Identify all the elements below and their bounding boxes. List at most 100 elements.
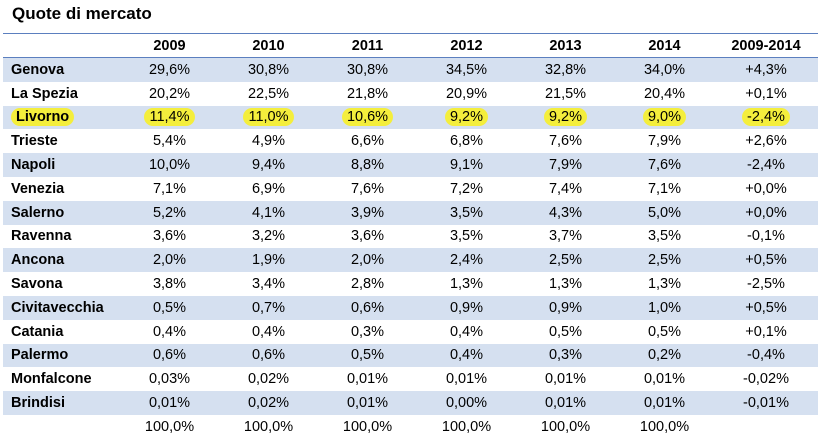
share-value: 0,6% (152, 347, 187, 364)
share-value: 9,1% (449, 157, 484, 174)
share-value: 3,9% (350, 204, 385, 221)
header-cell-2009: 2009 (153, 37, 186, 54)
share-value: 20,9% (445, 85, 488, 102)
total-cell: 100,0% (516, 414, 615, 439)
change-value: +0,0% (745, 180, 787, 197)
share-value: 6,9% (251, 180, 286, 197)
change-value: -2,4% (742, 108, 790, 127)
share-cell: 0,4% (417, 320, 516, 344)
share-value: 2,0% (350, 252, 385, 269)
change-value: -0,1% (747, 228, 785, 245)
share-cell: 2,5% (516, 248, 615, 273)
share-cell: 0,01% (417, 367, 516, 391)
share-cell: 0,01% (120, 391, 219, 415)
share-cell: 3,6% (120, 225, 219, 249)
share-cell: 6,9% (219, 177, 318, 201)
port-name-cell: La Spezia (3, 82, 120, 106)
share-cell: 7,1% (120, 177, 219, 201)
share-value: 7,2% (449, 180, 484, 197)
share-cell: 6,6% (318, 129, 417, 153)
change-value: -0,01% (743, 395, 789, 412)
table-row: Trieste 5,4% 4,9% 6,6% 6,8% 7,6% 7,9% +2,6% (3, 129, 818, 153)
port-name-cell: Ancona (3, 248, 120, 273)
change-value: +0,5% (745, 299, 787, 316)
share-cell: 3,8% (120, 272, 219, 296)
change-cell: +0,5% (714, 248, 818, 273)
share-value: 0,01% (445, 371, 488, 388)
share-cell: 3,2% (219, 225, 318, 249)
port-name: Palermo (11, 347, 69, 364)
share-cell: 0,01% (516, 367, 615, 391)
port-name: Trieste (11, 133, 58, 150)
port-name: Ravenna (11, 228, 72, 245)
share-value: 1,3% (548, 276, 583, 293)
change-value: -2,4% (747, 157, 785, 174)
share-value: 7,4% (548, 180, 583, 197)
share-cell: 1,3% (516, 272, 615, 296)
share-cell: 1,3% (615, 272, 714, 296)
share-value: 0,7% (251, 299, 286, 316)
table-row: Civitavecchia 0,5% 0,7% 0,6% 0,9% 0,9% 1,0% +0,… (3, 295, 818, 320)
share-cell: 1,3% (417, 272, 516, 296)
port-name-cell: Catania (3, 320, 120, 344)
share-cell: 0,4% (219, 320, 318, 344)
share-cell: 0,02% (219, 391, 318, 415)
port-name-cell: Salerno (3, 200, 120, 225)
port-name: Catania (11, 323, 64, 340)
share-value: 7,1% (152, 180, 187, 197)
share-value: 0,5% (548, 323, 583, 340)
share-value: 1,0% (647, 299, 682, 316)
share-cell: 9,4% (219, 153, 318, 177)
share-value: 1,3% (647, 276, 682, 293)
share-cell: 0,7% (219, 295, 318, 320)
share-cell: 21,8% (318, 82, 417, 106)
share-value: 3,8% (152, 276, 187, 293)
share-cell: 21,5% (516, 82, 615, 106)
share-cell: 9,1% (417, 153, 516, 177)
share-cell: 11,4% (120, 105, 219, 130)
change-cell: +0,5% (714, 295, 818, 320)
share-value: 3,6% (152, 228, 187, 245)
share-cell: 30,8% (219, 57, 318, 82)
share-cell: 0,5% (318, 343, 417, 368)
share-value: 7,6% (548, 133, 583, 150)
share-cell: 11,0% (219, 105, 318, 130)
port-name: Salerno (11, 204, 65, 221)
change-cell: -2,5% (714, 272, 818, 296)
share-cell: 7,6% (516, 129, 615, 153)
change-cell: +0,1% (714, 82, 818, 106)
change-value: +0,1% (745, 85, 787, 102)
share-cell: 34,5% (417, 57, 516, 82)
table-row: Napoli 10,0% 9,4% 8,8% 9,1% 7,9% 7,6% -2,4% (3, 153, 818, 177)
share-cell: 0,03% (120, 367, 219, 391)
table-row: Savona 3,8% 3,4% 2,8% 1,3% 1,3% 1,3% -2,5% (3, 272, 818, 296)
share-value: 3,4% (251, 276, 286, 293)
share-cell: 2,4% (417, 248, 516, 273)
share-value: 6,6% (350, 133, 385, 150)
share-cell: 0,3% (516, 343, 615, 368)
share-cell: 34,0% (615, 57, 714, 82)
share-cell: 0,6% (219, 343, 318, 368)
table-row: Ancona 2,0% 1,9% 2,0% 2,4% 2,5% 2,5% +0,5% (3, 248, 818, 273)
share-cell: 1,9% (219, 248, 318, 273)
port-name-cell: Palermo (3, 343, 120, 368)
change-cell: -2,4% (714, 105, 818, 130)
share-value: 0,01% (346, 371, 389, 388)
share-value: 5,4% (152, 133, 187, 150)
table-row: Monfalcone 0,03% 0,02% 0,01% 0,01% 0,01% 0,01%… (3, 367, 818, 391)
share-value: 0,2% (647, 347, 682, 364)
share-value: 0,3% (548, 347, 583, 364)
share-value: 7,9% (548, 157, 583, 174)
total-cell: 100,0% (615, 414, 714, 439)
share-value: 0,01% (643, 395, 686, 412)
share-cell: 2,0% (120, 248, 219, 273)
header-cell-2014: 2014 (648, 37, 681, 54)
share-value: 0,4% (251, 323, 286, 340)
port-name-cell: Livorno (3, 105, 120, 130)
share-cell: 4,3% (516, 200, 615, 225)
port-name-cell: Venezia (3, 177, 120, 201)
share-cell: 0,2% (615, 343, 714, 368)
share-value: 0,4% (449, 347, 484, 364)
share-value: 2,0% (152, 252, 187, 269)
share-value: 34,5% (445, 61, 488, 78)
